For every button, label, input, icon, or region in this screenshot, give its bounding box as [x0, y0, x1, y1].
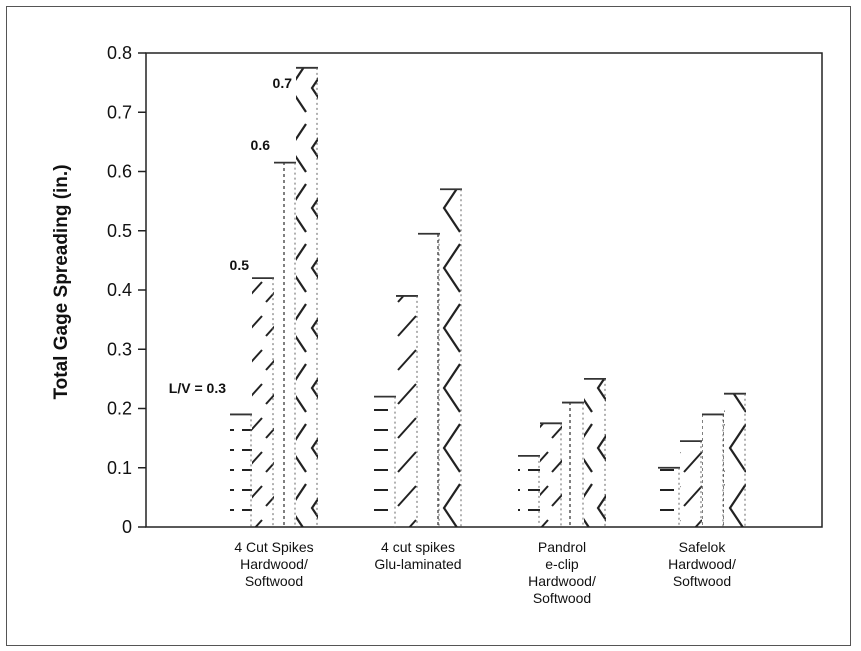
y-tick-label: 0.4 — [107, 280, 132, 300]
bar — [518, 455, 540, 527]
bar — [724, 393, 746, 527]
bar — [540, 423, 562, 527]
series-annotation: 0.5 — [230, 257, 250, 273]
bar — [418, 233, 440, 527]
category-label: e-clip — [545, 556, 579, 572]
category-label: Hardwood/ — [528, 573, 596, 589]
bar — [680, 441, 702, 527]
category-label: Hardwood/ — [240, 556, 308, 572]
series-annotation: 0.7 — [273, 75, 293, 91]
category-label: Softwood — [673, 573, 731, 589]
y-tick-label: 0.6 — [107, 162, 132, 182]
series-annotation: L/V = 0.3 — [169, 380, 226, 396]
bar — [252, 278, 274, 527]
series-annotation: 0.6 — [251, 137, 271, 153]
bar — [440, 189, 462, 527]
category-label: Pandrol — [538, 539, 586, 555]
category-label: Glu-laminated — [374, 556, 461, 572]
bar — [296, 67, 318, 527]
bar — [562, 402, 584, 527]
category-label: Softwood — [245, 573, 303, 589]
bar — [658, 467, 680, 527]
y-tick-label: 0.8 — [107, 43, 132, 63]
y-tick-label: 0.1 — [107, 458, 132, 478]
category-label: Safelok — [679, 539, 727, 555]
bar — [230, 414, 252, 527]
category-label: Hardwood/ — [668, 556, 736, 572]
y-tick-label: 0.5 — [107, 221, 132, 241]
category-label: 4 cut spikes — [381, 539, 455, 555]
y-tick-label: 0 — [122, 517, 132, 537]
figure-frame — [6, 6, 851, 646]
y-tick-label: 0.3 — [107, 339, 132, 359]
category-label: Softwood — [533, 590, 591, 606]
y-axis-title: Total Gage Spreading (in.) — [51, 164, 72, 399]
bar — [274, 162, 296, 528]
bar — [584, 378, 606, 527]
bar — [702, 414, 724, 527]
bar — [374, 396, 396, 527]
category-label: 4 Cut Spikes — [234, 539, 313, 555]
y-tick-label: 0.2 — [107, 399, 132, 419]
y-tick-label: 0.7 — [107, 102, 132, 122]
bar — [396, 295, 418, 527]
